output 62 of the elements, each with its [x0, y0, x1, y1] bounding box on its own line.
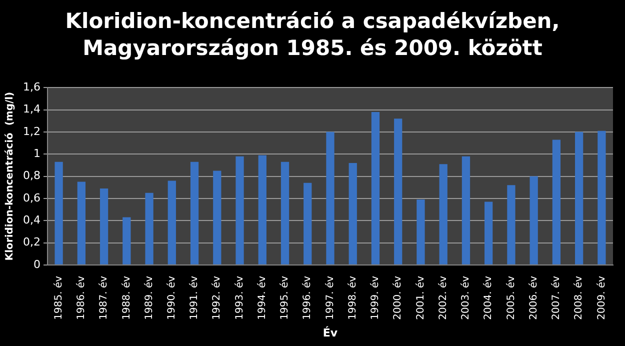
- x-tick-label: 1999. év: [370, 276, 382, 320]
- bar: [439, 164, 448, 264]
- x-tick-label: 1991. év: [189, 276, 200, 320]
- x-tick-label: 1987. év: [98, 276, 110, 320]
- bar: [348, 162, 357, 264]
- x-tick-label: 2003. év: [460, 276, 472, 320]
- x-tick-label: 1985. év: [53, 276, 64, 320]
- x-tick-label: 1993. év: [234, 276, 246, 320]
- y-tick-label: 1,2: [22, 124, 40, 138]
- x-tick-label: 1995. év: [280, 276, 291, 320]
- x-tick-label: 1989. év: [144, 276, 155, 320]
- bar: [326, 132, 334, 264]
- bar: [371, 112, 380, 264]
- bar: [552, 140, 561, 264]
- bar: [236, 156, 244, 264]
- bar: [507, 185, 516, 264]
- bar: [100, 188, 108, 264]
- x-tick-label: 2007. év: [551, 276, 562, 320]
- x-tick-label: 2004. év: [483, 276, 494, 320]
- bar: [190, 162, 199, 264]
- x-tick-label: 1997. év: [324, 276, 336, 320]
- bar: [575, 132, 584, 264]
- bar: [168, 180, 176, 264]
- y-tick-label: 0,8: [22, 169, 40, 182]
- y-axis-title: Kloridion-koncentráció (mg/l): [4, 92, 16, 261]
- y-tick-label: 1: [33, 146, 40, 160]
- bar: [416, 200, 425, 264]
- bar: [258, 155, 266, 264]
- x-tick-label: 2006. év: [528, 276, 540, 320]
- bar: [213, 170, 222, 264]
- x-tick-label: 1990. év: [166, 276, 178, 320]
- bar: [77, 182, 86, 264]
- y-tick-label: 1,6: [22, 80, 40, 94]
- bar: [54, 162, 63, 264]
- y-tick-label: 0,2: [22, 236, 40, 249]
- x-tick-label: 1986. év: [76, 276, 88, 320]
- x-tick-label: 2005. év: [506, 276, 517, 320]
- bar: [484, 202, 493, 264]
- x-tick-label: 2002. év: [438, 276, 449, 320]
- y-tick-label: 0,4: [22, 213, 40, 226]
- x-tick-label: 2009. év: [596, 276, 608, 320]
- x-axis-title: Év: [322, 325, 338, 340]
- bar: [145, 192, 154, 264]
- y-tick-label: 1,4: [22, 102, 40, 116]
- x-tick-label: 1992. év: [212, 276, 223, 320]
- x-tick-label: 2000. év: [392, 276, 404, 320]
- bar: [598, 130, 606, 264]
- x-tick-label: 2001. év: [415, 276, 426, 320]
- x-tick-label: 1996. év: [302, 276, 314, 320]
- x-tick-label: 1998. év: [347, 276, 358, 320]
- bar: [462, 156, 470, 264]
- bar: [280, 162, 290, 264]
- bar: [394, 118, 402, 264]
- bar: [304, 182, 312, 264]
- y-tick-label: 0: [33, 258, 40, 271]
- x-tick-label: 2008. év: [574, 276, 585, 320]
- x-tick-label: 1988. év: [121, 276, 132, 320]
- y-tick-label: 0,6: [22, 191, 40, 204]
- bar: [122, 217, 131, 264]
- x-tick-label: 1994. év: [256, 276, 268, 320]
- bar: [530, 176, 538, 264]
- chart-title: Kloridion-koncentráció a csapadékvízben, Magyarországon 1985. és 2009. között: [64, 8, 561, 62]
